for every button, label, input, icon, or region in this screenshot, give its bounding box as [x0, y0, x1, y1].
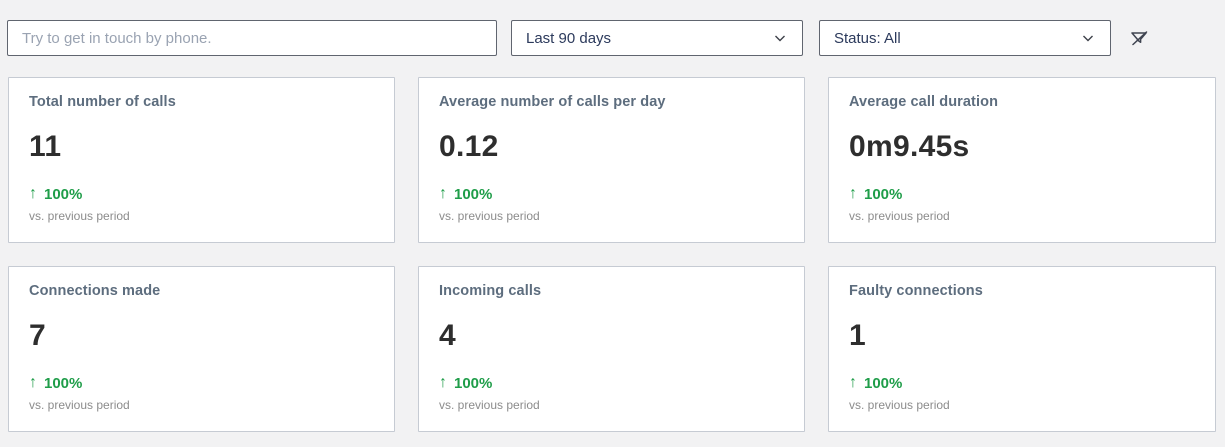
status-label: Status: All	[834, 29, 901, 47]
up-arrow-icon: ↑	[849, 185, 857, 202]
stat-card-avg-calls-per-day: Average number of calls per day 0.12 ↑ 1…	[418, 77, 805, 243]
delta-value: 100%	[454, 185, 493, 203]
stats-grid: Total number of calls 11 ↑ 100% vs. prev…	[8, 77, 1216, 432]
status-select[interactable]: Status: All	[819, 20, 1111, 56]
stat-card-connections-made: Connections made 7 ↑ 100% vs. previous p…	[8, 266, 395, 432]
stat-card-total-calls: Total number of calls 11 ↑ 100% vs. prev…	[8, 77, 395, 243]
search-input[interactable]	[7, 20, 497, 56]
card-title: Total number of calls	[29, 94, 176, 110]
up-arrow-icon: ↑	[439, 374, 447, 391]
card-delta: ↑ 100%	[849, 374, 1195, 392]
stat-card-avg-call-duration: Average call duration 0m9.45s ↑ 100% vs.…	[828, 77, 1216, 243]
card-delta: ↑ 100%	[849, 185, 1195, 203]
clear-filter-button[interactable]	[1124, 24, 1154, 54]
delta-value: 100%	[864, 185, 903, 203]
up-arrow-icon: ↑	[29, 185, 37, 202]
delta-value: 100%	[44, 374, 83, 392]
chevron-down-icon	[772, 30, 788, 46]
card-delta: ↑ 100%	[29, 374, 374, 392]
card-caption: vs. previous period	[439, 398, 540, 412]
card-title: Incoming calls	[439, 283, 542, 299]
card-caption: vs. previous period	[439, 209, 540, 223]
delta-value: 100%	[44, 185, 83, 203]
date-range-label: Last 90 days	[526, 29, 612, 47]
card-delta: ↑ 100%	[29, 185, 374, 203]
date-range-select[interactable]: Last 90 days	[511, 20, 803, 56]
card-delta: ↑ 100%	[439, 185, 784, 203]
card-title: Average call duration	[849, 94, 999, 110]
card-caption: vs. previous period	[849, 398, 950, 412]
up-arrow-icon: ↑	[29, 374, 37, 391]
card-caption: vs. previous period	[849, 209, 950, 223]
card-value: 11	[29, 130, 62, 163]
card-value: 4	[439, 319, 456, 352]
card-title: Average number of calls per day	[439, 94, 666, 110]
chevron-down-icon	[1080, 30, 1096, 46]
stat-card-incoming-calls: Incoming calls 4 ↑ 100% vs. previous per…	[418, 266, 805, 432]
stat-card-faulty-connections: Faulty connections 1 ↑ 100% vs. previous…	[828, 266, 1216, 432]
card-delta: ↑ 100%	[439, 374, 784, 392]
card-caption: vs. previous period	[29, 209, 130, 223]
card-caption: vs. previous period	[29, 398, 130, 412]
card-title: Connections made	[29, 283, 161, 299]
card-value: 7	[29, 319, 46, 352]
card-title: Faulty connections	[849, 283, 983, 299]
up-arrow-icon: ↑	[439, 185, 447, 202]
delta-value: 100%	[454, 374, 493, 392]
card-value: 1	[849, 319, 866, 352]
card-value: 0m9.45s	[849, 130, 970, 163]
card-value: 0.12	[439, 130, 499, 163]
up-arrow-icon: ↑	[849, 374, 857, 391]
delta-value: 100%	[864, 374, 903, 392]
filter-off-icon	[1127, 27, 1151, 51]
